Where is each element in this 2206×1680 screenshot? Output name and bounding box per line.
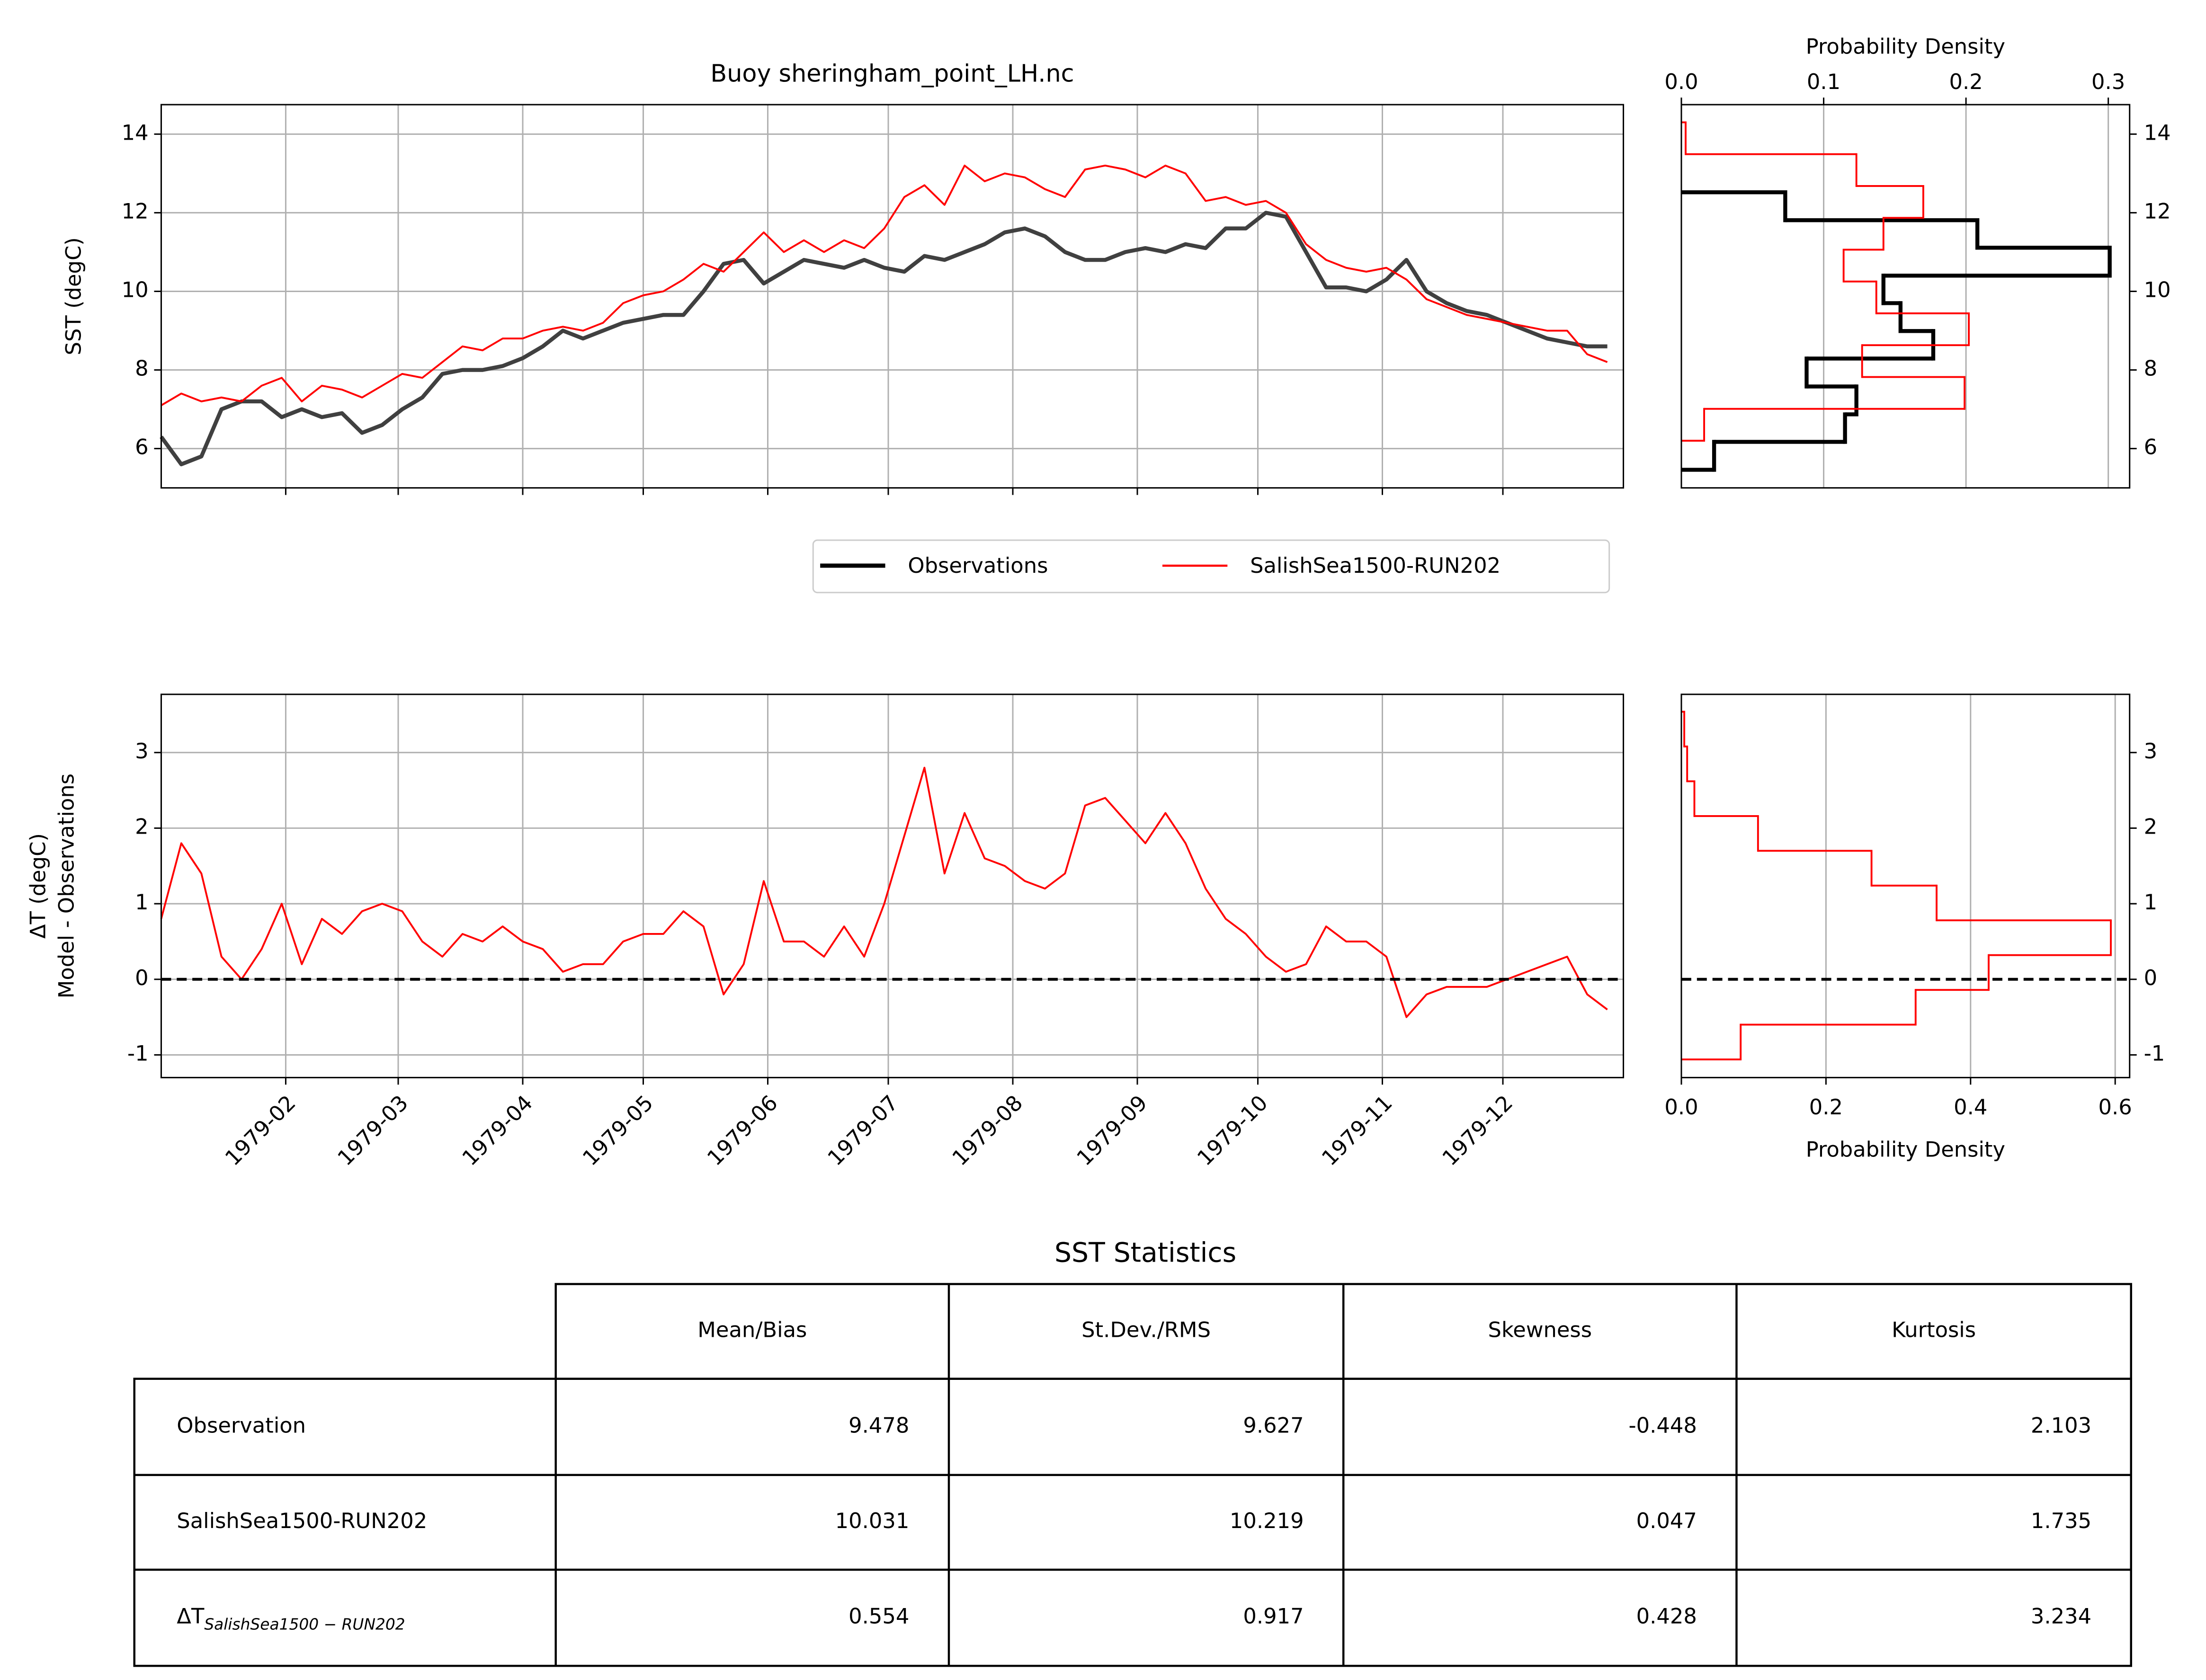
- table-cell: 2.103: [2031, 1413, 2091, 1438]
- table-cell: -0.448: [1628, 1413, 1697, 1438]
- table-cell: 0.047: [1636, 1508, 1697, 1533]
- row-label: SalishSea1500-RUN202: [177, 1508, 427, 1533]
- legend-label: SalishSea1500-RUN202: [1250, 553, 1500, 578]
- table-cell: 1.735: [2031, 1508, 2091, 1533]
- y-axis-label: Model - Observations: [54, 773, 79, 998]
- y-tick-label: 1: [135, 889, 149, 915]
- row-label: ΔTSalishSea1500 − RUN202: [177, 1604, 405, 1633]
- row-label-base: ΔT: [177, 1604, 205, 1629]
- y-tick-label: 12: [2144, 198, 2171, 223]
- y-tick-label: 8: [135, 356, 149, 381]
- x-tick-label: 0.4: [1954, 1094, 1987, 1120]
- series-line: [161, 164, 1608, 406]
- y-tick-label: 14: [2144, 120, 2171, 145]
- table-cell: 9.478: [848, 1413, 909, 1438]
- x-tick-label: 0.0: [1664, 69, 1698, 94]
- table-cell: 0.917: [1243, 1604, 1304, 1629]
- x-tick-label: 0.6: [2099, 1094, 2132, 1120]
- y-tick-label: 1: [2144, 889, 2158, 915]
- column-header: St.Dev./RMS: [1081, 1317, 1211, 1342]
- series-line: [160, 211, 1608, 466]
- y-tick-label: 14: [122, 120, 149, 145]
- table-cell: 3.234: [2031, 1604, 2091, 1629]
- column-header: Skewness: [1488, 1317, 1592, 1342]
- y-axis-label: ΔT (degC): [26, 833, 51, 939]
- x-axis-label: Probability Density: [1806, 1137, 2005, 1162]
- y-tick-label: 0: [135, 965, 149, 990]
- table-title: SST Statistics: [1054, 1237, 1236, 1268]
- x-tick-label: 0.2: [1949, 69, 1983, 94]
- y-tick-label: 12: [122, 198, 149, 223]
- x-tick-label: 0.1: [1807, 69, 1840, 94]
- y-tick-label: 8: [2144, 356, 2158, 381]
- table-body-border: [133, 1378, 2132, 1667]
- x-tick-label: 0.2: [1809, 1094, 1843, 1120]
- y-tick-label: -1: [2144, 1040, 2165, 1066]
- y-tick-label: 6: [135, 435, 149, 460]
- y-tick-label: 2: [2144, 814, 2158, 839]
- column-header: Kurtosis: [1892, 1317, 1976, 1342]
- y-axis-label: SST (degC): [61, 237, 86, 355]
- row-label-sub: SalishSea1500 − RUN202: [204, 1615, 405, 1633]
- table-cell: 10.219: [1230, 1508, 1304, 1533]
- x-tick-label: 0.0: [1664, 1094, 1698, 1120]
- table-cell: 0.428: [1636, 1604, 1697, 1629]
- hist-step: [1681, 190, 2110, 472]
- y-tick-label: 3: [135, 738, 149, 764]
- plot-frame: [160, 104, 1625, 489]
- table-cell: 9.627: [1243, 1413, 1304, 1438]
- plot-frame: [1680, 104, 2131, 489]
- chart-title: Buoy sheringham_point_LH.nc: [710, 59, 1074, 87]
- y-tick-label: -1: [127, 1040, 149, 1066]
- y-tick-label: 2: [135, 814, 149, 839]
- y-tick-label: 3: [2144, 738, 2158, 764]
- hist-step: [1681, 711, 2111, 1060]
- y-tick-label: 10: [2144, 277, 2171, 302]
- plot-frame: [160, 693, 1625, 1078]
- legend-label: Observations: [908, 553, 1048, 578]
- table-cell: 0.554: [848, 1604, 909, 1629]
- hist-step: [1681, 121, 1969, 442]
- y-tick-label: 0: [2144, 965, 2158, 990]
- row-label: Observation: [177, 1413, 306, 1438]
- column-header: Mean/Bias: [697, 1317, 807, 1342]
- series-line: [160, 766, 1608, 1018]
- table-cell: 10.031: [835, 1508, 910, 1533]
- y-tick-label: 10: [122, 277, 149, 302]
- plot-frame: [1680, 693, 2131, 1078]
- x-tick-label: 0.3: [2091, 69, 2125, 94]
- y-tick-label: 6: [2144, 435, 2158, 460]
- x-axis-label: Probability Density: [1806, 34, 2005, 59]
